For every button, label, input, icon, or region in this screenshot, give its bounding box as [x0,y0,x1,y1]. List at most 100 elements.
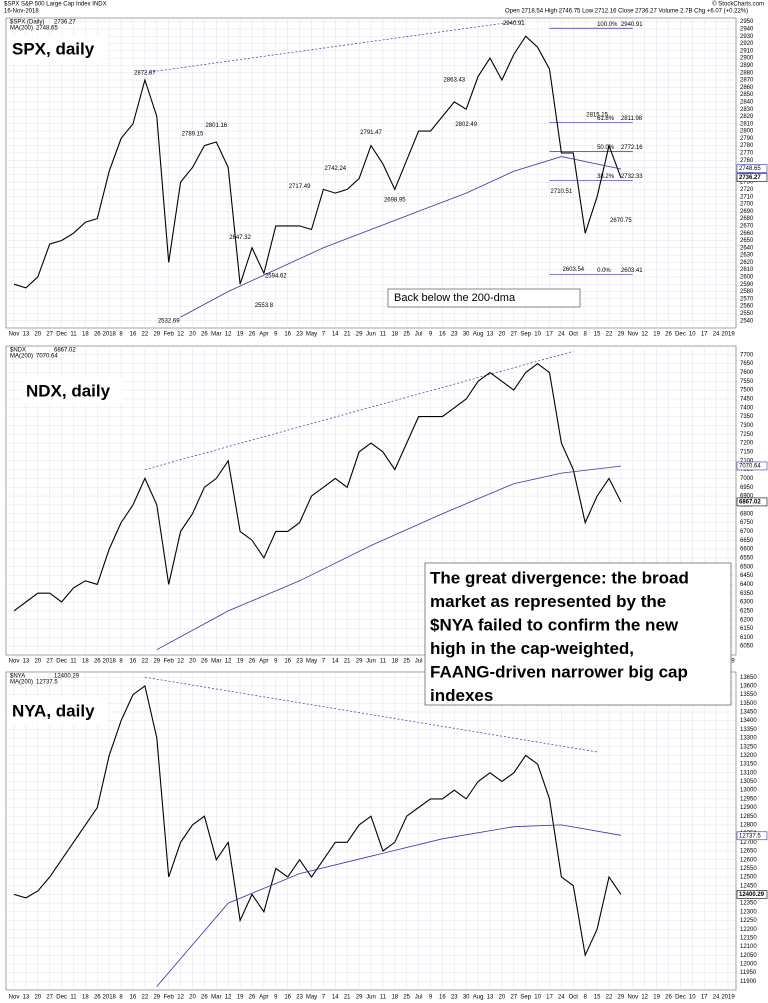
y-tick-label: 2830 [740,107,754,113]
y-tick-label: 12200 [740,927,757,933]
legend-ma-last: 7070.64 [36,354,58,360]
x-tick-label: 15 [594,995,601,1001]
credit: © StockCharts.com [712,1,764,8]
fib-label: 38.2% [597,174,615,180]
price-annotation: 2801.16 [205,123,227,129]
y-tick-label: 6300 [740,600,754,606]
x-tick-label: 11 [70,995,77,1001]
x-tick-label: 2019 [721,332,735,338]
price-annotation: 2553.8 [255,303,274,309]
price-line [13,684,622,958]
x-tick-label: 17 [546,995,553,1001]
x-tick-label: Nov [627,332,638,338]
x-tick-label: 16 [130,995,137,1001]
y-tick-label: 6350 [740,591,754,597]
fib-label: 50.0% [597,145,615,151]
x-tick-label: 27 [510,332,517,338]
x-tick-label: 21 [344,995,351,1001]
note: Back below the 200-dma [394,292,516,304]
y-tick-label: 13100 [740,770,757,776]
price-annotation: 2710.51 [551,189,573,195]
x-tick-label: 19 [653,332,660,338]
x-tick-label: 13 [487,332,494,338]
x-tick-label: Jul [415,995,423,1001]
y-tick-label: 12600 [740,857,757,863]
y-tick-label: 12800 [740,822,757,828]
x-tick-label: Feb [164,332,175,338]
x-tick-label: 26 [665,995,672,1001]
title-box [8,698,108,724]
last-tag [736,890,768,899]
y-tick-label: 2810 [740,121,754,127]
price-line [13,363,622,612]
x-tick-label: 18 [82,995,89,1001]
y-tick-label: 2630 [740,253,754,259]
x-tick-label: 18 [391,659,398,665]
x-tick-label: Nov [9,332,20,338]
y-tick-label: 6500 [740,564,754,570]
x-tick-label: Mar [211,332,221,338]
moving-average [156,465,621,651]
x-tick-label: Oct [569,995,579,1001]
price-annotation: 2872.87 [134,70,156,76]
x-tick-label: 23 [451,332,458,338]
x-tick-label: 20 [189,995,196,1001]
trendline [144,19,526,74]
y-tick-label: 6750 [740,520,754,526]
x-tick-label: Nov [9,995,20,1001]
x-tick-label: 2018 [103,659,117,665]
y-tick-label: 2670 [740,223,754,229]
y-tick-label: 12700 [740,840,757,846]
y-tick-label: 6400 [740,582,754,588]
x-tick-label: 19 [653,995,660,1001]
x-tick-label: 22 [142,995,149,1001]
y-tick-label: 12450 [740,883,757,889]
x-tick-label: 22 [142,332,149,338]
y-tick-label: 13350 [740,727,757,733]
x-tick-label: 12 [177,995,184,1001]
x-tick-label: 17 [546,332,553,338]
x-tick-label: 7 [322,995,326,1001]
y-tick-label: 13650 [740,675,757,681]
x-tick-label: 17 [701,995,708,1001]
x-tick-label: 27 [46,332,53,338]
x-tick-label: 26 [94,995,101,1001]
y-tick-label: 2890 [740,63,754,69]
legend-ma: MA(200) [10,354,33,360]
x-tick-label: 24 [558,332,565,338]
x-tick-label: 2018 [103,332,117,338]
last-tag-label: 6867.02 [739,499,761,505]
x-tick-label: 11 [380,995,387,1001]
price-annotation: 2670.75 [610,218,632,224]
legend-last: 6867.02 [54,348,76,354]
legend-ma: MA(200) [10,26,33,32]
moving-average [156,824,621,987]
x-tick-label: Mar [211,995,221,1001]
y-tick-label: 13450 [740,710,757,716]
y-tick-label: 7450 [740,397,754,403]
x-tick-label: 21 [344,659,351,665]
y-tick-label: 6700 [740,529,754,535]
y-tick-label: 2640 [740,245,754,251]
x-tick-label: 24 [713,995,720,1001]
x-tick-label: 8 [584,995,588,1001]
x-tick-label: Jul [415,332,423,338]
fib-value: 2732.33 [621,174,643,180]
x-tick-label: 8 [119,332,123,338]
y-tick-label: 2840 [740,99,754,105]
x-tick-label: 13 [23,995,30,1001]
x-tick-label: Nov [627,995,638,1001]
y-tick-label: 2690 [740,209,754,215]
x-tick-label: 26 [201,995,208,1001]
x-tick-label: 9 [429,995,433,1001]
last-tag [736,497,768,507]
x-tick-label: May [306,332,317,338]
y-tick-label: 6800 [740,511,754,517]
y-tick-label: 13300 [740,736,757,742]
ma-tag [736,164,768,173]
x-tick-label: 20 [34,332,41,338]
y-tick-label: 11950 [740,970,757,976]
x-tick-label: 22 [606,995,613,1001]
y-tick-label: 2700 [740,202,754,208]
price-annotation: 2742.24 [324,166,346,172]
